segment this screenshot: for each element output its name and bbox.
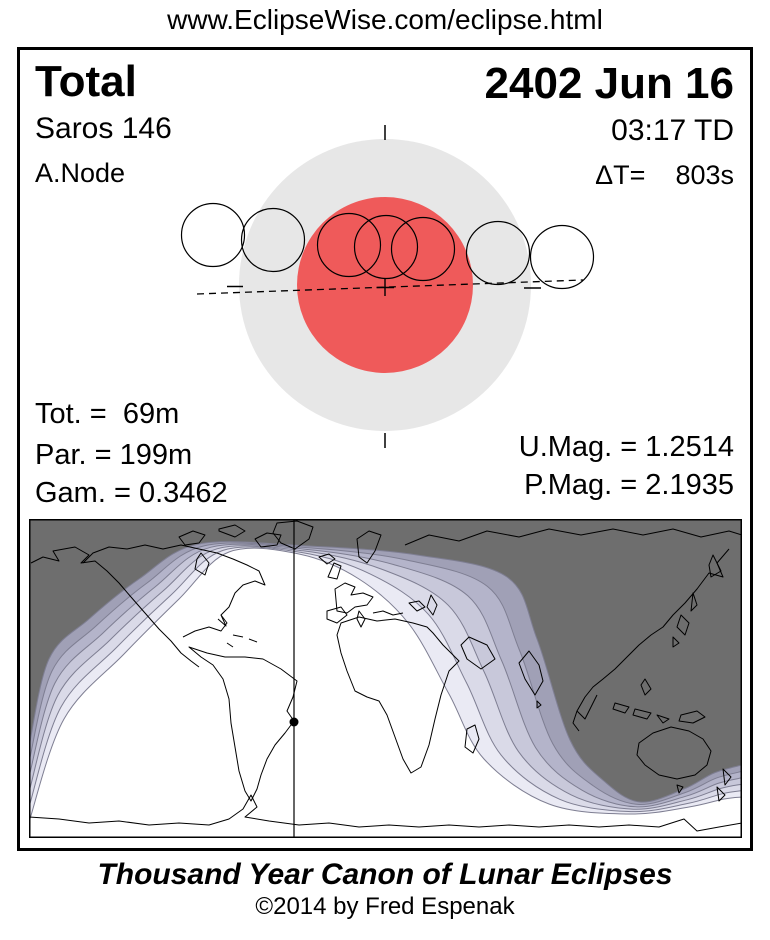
moon-circle-greatest: [353, 214, 419, 280]
node-label: A.Node: [35, 158, 126, 188]
center-cross: [376, 279, 394, 296]
eclipse-time: 03:17 TD: [611, 114, 734, 147]
stat-gamma: Gam. = 0.3462: [35, 477, 228, 509]
eclipse-card: Total Saros 146 A.Node 2402 Jun 16 03:17…: [17, 47, 753, 851]
eclipse-date: 2402 Jun 16: [484, 59, 735, 108]
moon-circle-u4: [465, 220, 531, 286]
stat-totality: Tot. = 69m: [35, 398, 180, 430]
moon-circle-p1: [180, 202, 246, 268]
footer-title: Thousand Year Canon of Lunar Eclipses: [97, 858, 673, 891]
stat-penumbral-magnitude: P.Mag. = 2.1935: [524, 469, 734, 501]
visibility-map: [29, 519, 742, 838]
moon-circle-u1: [240, 207, 306, 273]
saros-label: Saros 146: [35, 112, 172, 145]
coastlines: [29, 520, 742, 832]
header-url: www.EclipseWise.com/eclipse.html: [167, 4, 603, 35]
stat-umbral-magnitude: U.Mag. = 1.2514: [518, 431, 734, 463]
delta-t: ΔT= 803s: [595, 160, 734, 190]
visibility-bands: [29, 519, 742, 823]
eclipse-type: Total: [35, 57, 137, 106]
moon-circle-u2: [316, 212, 382, 278]
moon-circle-u3: [390, 216, 456, 282]
moon-circle-p4: [529, 224, 595, 290]
stat-partial: Par. = 199m: [35, 439, 193, 471]
footer-copyright: ©2014 by Fred Espenak: [255, 893, 515, 920]
eclipse-geometry-diagram: [180, 125, 595, 448]
map-border: [29, 519, 742, 838]
greatest-eclipse-point: [289, 717, 299, 727]
eclipse-not-visible-region: [29, 519, 742, 803]
